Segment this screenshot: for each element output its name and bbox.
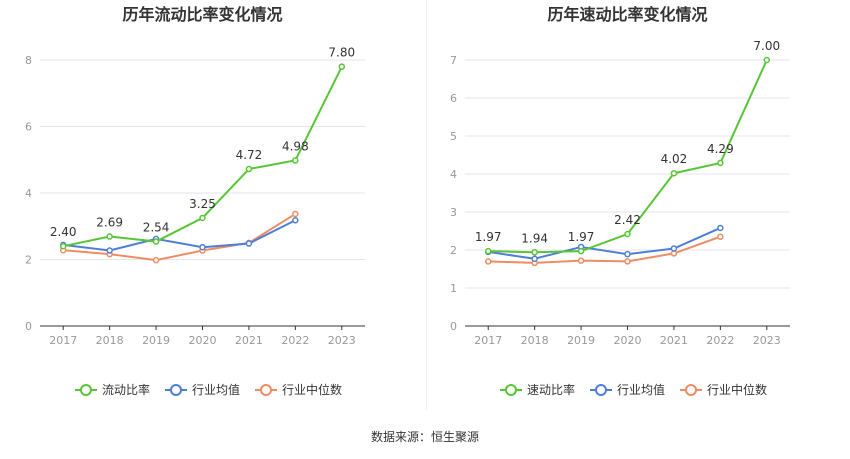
current-ratio-chart: 历年流动比率变化情况 0 2 4 6 8 2017 2018 2019 2020 2021 2022 2… — [25, 5, 365, 397]
x-tick-label: 2018 — [521, 334, 549, 347]
y-tick-label: 4 — [450, 168, 457, 181]
x-tick-label: 2023 — [753, 334, 781, 347]
data-label: 4.72 — [236, 148, 263, 162]
industry_median-point — [577, 257, 585, 264]
y-tick-label: 1 — [450, 282, 457, 295]
legend-item-company[interactable]: 流动比率 — [75, 382, 150, 397]
legend-item-company[interactable]: 速动比率 — [500, 382, 575, 397]
legend-circle-icon — [260, 384, 272, 396]
data-label: 4.29 — [707, 142, 734, 156]
y-tick-label: 0 — [25, 320, 32, 333]
company-point — [577, 247, 585, 255]
industry_median-point — [292, 210, 299, 218]
y-tick-label: 6 — [450, 92, 457, 105]
company-point — [245, 165, 253, 173]
industry_median-point — [152, 256, 160, 264]
x-tick-label: 2018 — [96, 334, 124, 347]
industry_median-series-line — [63, 213, 296, 262]
data-label: 4.98 — [282, 139, 309, 153]
x-tick-label: 2020 — [614, 334, 642, 347]
data-label: 2.69 — [96, 216, 123, 230]
company-point — [338, 63, 346, 70]
data-label: 4.02 — [661, 152, 688, 166]
chart-title: 历年速动比率变化情况 — [547, 5, 707, 24]
industry_avg-point — [245, 240, 253, 247]
company-point — [531, 249, 538, 256]
company-point — [292, 157, 299, 164]
industry_median-series-line — [488, 235, 721, 264]
legend-circle-icon — [685, 384, 697, 396]
legend-label: 速动比率 — [527, 382, 575, 397]
y-tick-label: 7 — [450, 54, 457, 67]
company-point — [484, 247, 492, 255]
y-tick-label: 6 — [25, 121, 32, 134]
industry_avg-point — [624, 250, 631, 258]
industry_avg-series-line — [488, 227, 721, 260]
legend-circle-icon — [595, 384, 607, 396]
company-point — [199, 214, 206, 222]
x-tick-label: 2019 — [567, 334, 595, 347]
chart-title: 历年流动比率变化情况 — [122, 5, 282, 24]
industry_median-point — [717, 233, 724, 240]
company-point — [763, 56, 771, 64]
data-label: 2.42 — [614, 213, 641, 227]
legend-label: 流动比率 — [102, 382, 150, 397]
quick-ratio-chart: 历年速动比率变化情况 0 1 2 3 4 5 6 7 2017 2018 2019 2020 2021 20… — [450, 5, 790, 397]
industry_avg-point — [199, 243, 206, 251]
y-tick-label: 5 — [450, 130, 457, 143]
x-tick-label: 2021 — [235, 334, 263, 347]
x-tick-label: 2017 — [474, 334, 502, 347]
industry_median-point — [484, 258, 492, 265]
x-tick-label: 2023 — [328, 334, 356, 347]
data-label: 1.97 — [475, 230, 502, 244]
x-tick-label: 2017 — [49, 334, 77, 347]
industry_avg-point — [670, 245, 678, 252]
chart-divider — [426, 0, 427, 410]
industry_median-point — [624, 258, 631, 265]
y-tick-label: 2 — [25, 254, 32, 267]
industry_avg-point — [531, 255, 538, 262]
industry_avg-point — [106, 247, 113, 254]
legend-label: 行业中位数 — [282, 382, 342, 397]
y-tick-label: 2 — [450, 244, 457, 257]
industry_avg-point — [717, 224, 724, 232]
industry_avg-point — [292, 217, 299, 224]
y-tick-label: 0 — [450, 320, 457, 333]
legend-item-industry_avg[interactable]: 行业均值 — [165, 382, 240, 397]
legend-label: 行业中位数 — [707, 382, 767, 397]
legend-label: 行业均值 — [192, 382, 240, 397]
data-label: 7.00 — [753, 39, 780, 53]
legend-item-industry_avg[interactable]: 行业均值 — [590, 382, 665, 397]
company-point — [106, 233, 113, 240]
company-point — [152, 238, 160, 245]
data-label: 3.25 — [189, 197, 216, 211]
data-label: 2.54 — [143, 221, 170, 235]
legend-item-industry_median[interactable]: 行业中位数 — [680, 382, 767, 397]
x-tick-label: 2020 — [189, 334, 217, 347]
data-label: 1.94 — [521, 231, 548, 245]
legend-label: 行业均值 — [617, 382, 665, 397]
company-point — [670, 169, 678, 177]
legend-circle-icon — [80, 384, 92, 396]
x-tick-label: 2021 — [660, 334, 688, 347]
x-tick-label: 2022 — [706, 334, 734, 347]
legend-item-industry_median[interactable]: 行业中位数 — [255, 382, 342, 397]
company-point — [717, 159, 724, 167]
company-point — [624, 230, 631, 238]
x-tick-label: 2019 — [142, 334, 170, 347]
y-tick-label: 8 — [25, 54, 32, 67]
data-label: 2.40 — [50, 225, 77, 239]
company-point — [59, 242, 67, 250]
y-tick-label: 3 — [450, 206, 457, 219]
industry_avg-series-line — [63, 219, 296, 252]
data-label: 1.97 — [568, 230, 595, 244]
data-label: 7.80 — [328, 46, 355, 60]
x-tick-label: 2022 — [281, 334, 309, 347]
data-source-text: 数据来源：恒生聚源 — [370, 430, 479, 444]
legend-circle-icon — [505, 384, 517, 396]
legend-circle-icon — [170, 384, 182, 396]
y-tick-label: 4 — [25, 187, 32, 200]
